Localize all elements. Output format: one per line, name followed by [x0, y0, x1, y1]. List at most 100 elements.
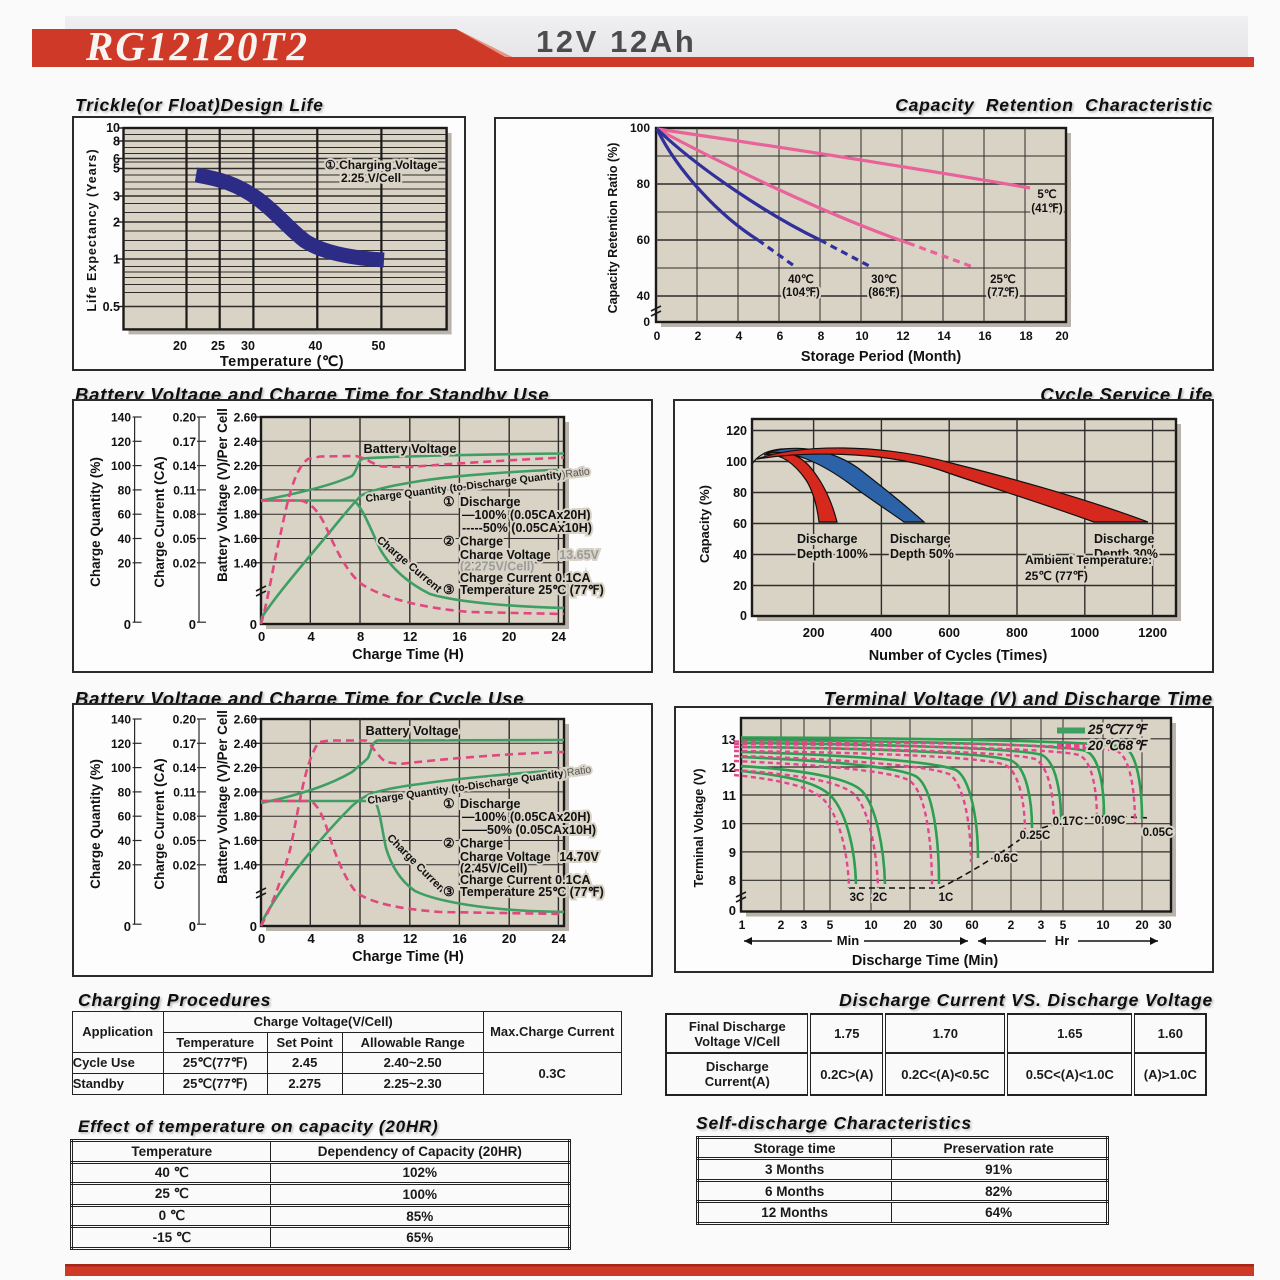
svg-text:11: 11 [722, 788, 736, 803]
svg-text:80: 80 [118, 483, 132, 497]
svg-text:1: 1 [739, 918, 746, 932]
svg-text:12: 12 [403, 931, 417, 946]
svg-text:Discharge: Discharge [890, 532, 950, 546]
svg-text:8: 8 [357, 629, 364, 644]
svg-text:1.80: 1.80 [234, 810, 258, 824]
svg-text:2: 2 [1008, 918, 1015, 932]
svg-text:2.60: 2.60 [234, 411, 258, 425]
svg-text:12: 12 [722, 760, 736, 775]
svg-text:0: 0 [124, 919, 131, 934]
svg-text:0: 0 [250, 617, 257, 632]
svg-text:①: ① [443, 796, 455, 811]
svg-text:8: 8 [357, 931, 364, 946]
svg-text:6: 6 [777, 329, 784, 343]
svg-text:②: ② [443, 534, 455, 549]
svg-text:0.11: 0.11 [173, 483, 196, 497]
svg-text:0: 0 [124, 617, 131, 632]
svg-text:5℃: 5℃ [1037, 188, 1056, 201]
svg-text:Depth 50%: Depth 50% [890, 547, 954, 561]
svg-text:0: 0 [740, 609, 747, 623]
svg-text:6: 6 [113, 152, 120, 166]
svg-text:2.20: 2.20 [234, 761, 258, 775]
svg-text:4: 4 [307, 931, 315, 946]
svg-text:100: 100 [111, 459, 131, 473]
svg-text:60: 60 [965, 918, 979, 932]
svg-text:5: 5 [113, 162, 120, 176]
svg-text:2: 2 [113, 216, 120, 230]
svg-text:24: 24 [551, 629, 566, 644]
svg-text:Charge Current 0.1CA: Charge Current 0.1CA [460, 571, 591, 585]
svg-text:20: 20 [502, 629, 516, 644]
svg-text:1.60: 1.60 [234, 532, 258, 546]
svg-text:Storage Period (Month): Storage Period (Month) [801, 349, 961, 365]
svg-text:10: 10 [1096, 918, 1110, 932]
svg-text:Ambient Temperature:: Ambient Temperature: [1025, 553, 1152, 567]
svg-text:①: ① [443, 494, 455, 509]
svg-text:Charge Current (CA): Charge Current (CA) [152, 456, 167, 587]
svg-text:2: 2 [778, 918, 785, 932]
svg-text:40: 40 [118, 532, 132, 546]
svg-text:2.00: 2.00 [234, 483, 258, 497]
svg-text:1.40: 1.40 [234, 556, 258, 570]
svg-text:Capacity (%): Capacity (%) [697, 485, 712, 563]
svg-text:0.05: 0.05 [173, 834, 197, 848]
svg-text:120: 120 [726, 424, 747, 438]
svg-text:Life Expectancy (Years): Life Expectancy (Years) [85, 148, 99, 311]
svg-text:40: 40 [309, 339, 323, 353]
svg-text:Discharge: Discharge [797, 532, 857, 546]
svg-text:0.08: 0.08 [173, 508, 197, 522]
svg-text:40: 40 [637, 289, 651, 303]
svg-text:0: 0 [189, 617, 196, 632]
svg-text:—100% (0.05CAx20H): —100% (0.05CAx20H) [462, 810, 591, 824]
svg-text:8: 8 [729, 873, 736, 888]
svg-text:30℃: 30℃ [871, 273, 897, 286]
svg-text:16: 16 [452, 629, 466, 644]
svg-text:5: 5 [1060, 918, 1067, 932]
svg-text:—100% (0.05CAx20H): —100% (0.05CAx20H) [462, 508, 591, 522]
svg-text:80: 80 [118, 785, 132, 799]
svg-text:Charge Time (H): Charge Time (H) [352, 647, 464, 663]
svg-text:——50% (0.05CAx10H): ——50% (0.05CAx10H) [462, 823, 596, 837]
svg-text:24: 24 [551, 931, 566, 946]
svg-text:4: 4 [736, 329, 743, 343]
svg-text:16: 16 [978, 329, 992, 343]
svg-text:30: 30 [1158, 918, 1172, 932]
svg-text:Discharge: Discharge [460, 797, 520, 811]
svg-text:0.05: 0.05 [173, 532, 197, 546]
svg-text:8: 8 [113, 135, 120, 149]
svg-text:0.05C: 0.05C [1143, 827, 1174, 839]
svg-text:(86℉): (86℉) [868, 286, 900, 299]
svg-text:80: 80 [733, 486, 747, 500]
svg-text:2.00: 2.00 [234, 785, 258, 799]
svg-text:10: 10 [864, 918, 878, 932]
svg-text:20: 20 [118, 556, 132, 570]
svg-text:Temperature 25℃ (77℉): Temperature 25℃ (77℉) [460, 885, 604, 899]
svg-text:③: ③ [443, 582, 455, 597]
svg-text:20: 20 [502, 931, 516, 946]
svg-text:25℃77℉: 25℃77℉ [1087, 722, 1148, 737]
svg-text:20℃68℉: 20℃68℉ [1087, 738, 1148, 753]
svg-text:1.60: 1.60 [234, 834, 258, 848]
svg-text:2: 2 [695, 329, 702, 343]
svg-text:Battery Voltage: Battery Voltage [366, 723, 459, 738]
svg-text:Charge: Charge [460, 837, 503, 851]
svg-text:3: 3 [1038, 918, 1045, 932]
svg-text:4: 4 [307, 629, 315, 644]
svg-text:40: 40 [733, 548, 747, 562]
svg-text:10: 10 [855, 329, 869, 343]
svg-text:1.80: 1.80 [234, 508, 258, 522]
svg-text:60: 60 [733, 517, 747, 531]
svg-text:18: 18 [1019, 329, 1033, 343]
svg-text:0: 0 [250, 919, 257, 934]
svg-text:3C: 3C [850, 892, 865, 904]
svg-text:0.02: 0.02 [173, 858, 197, 872]
svg-text:9: 9 [729, 845, 736, 860]
svg-text:800: 800 [1006, 625, 1028, 640]
svg-text:60: 60 [118, 810, 132, 824]
svg-text:Battery Voltage (V)/Per Cell: Battery Voltage (V)/Per Cell [215, 710, 230, 884]
svg-text:Charge Time (H): Charge Time (H) [352, 949, 464, 965]
svg-text:1000: 1000 [1070, 625, 1099, 640]
svg-text:30: 30 [929, 918, 943, 932]
svg-text:1.40: 1.40 [234, 858, 258, 872]
svg-text:(77℉): (77℉) [987, 286, 1019, 299]
